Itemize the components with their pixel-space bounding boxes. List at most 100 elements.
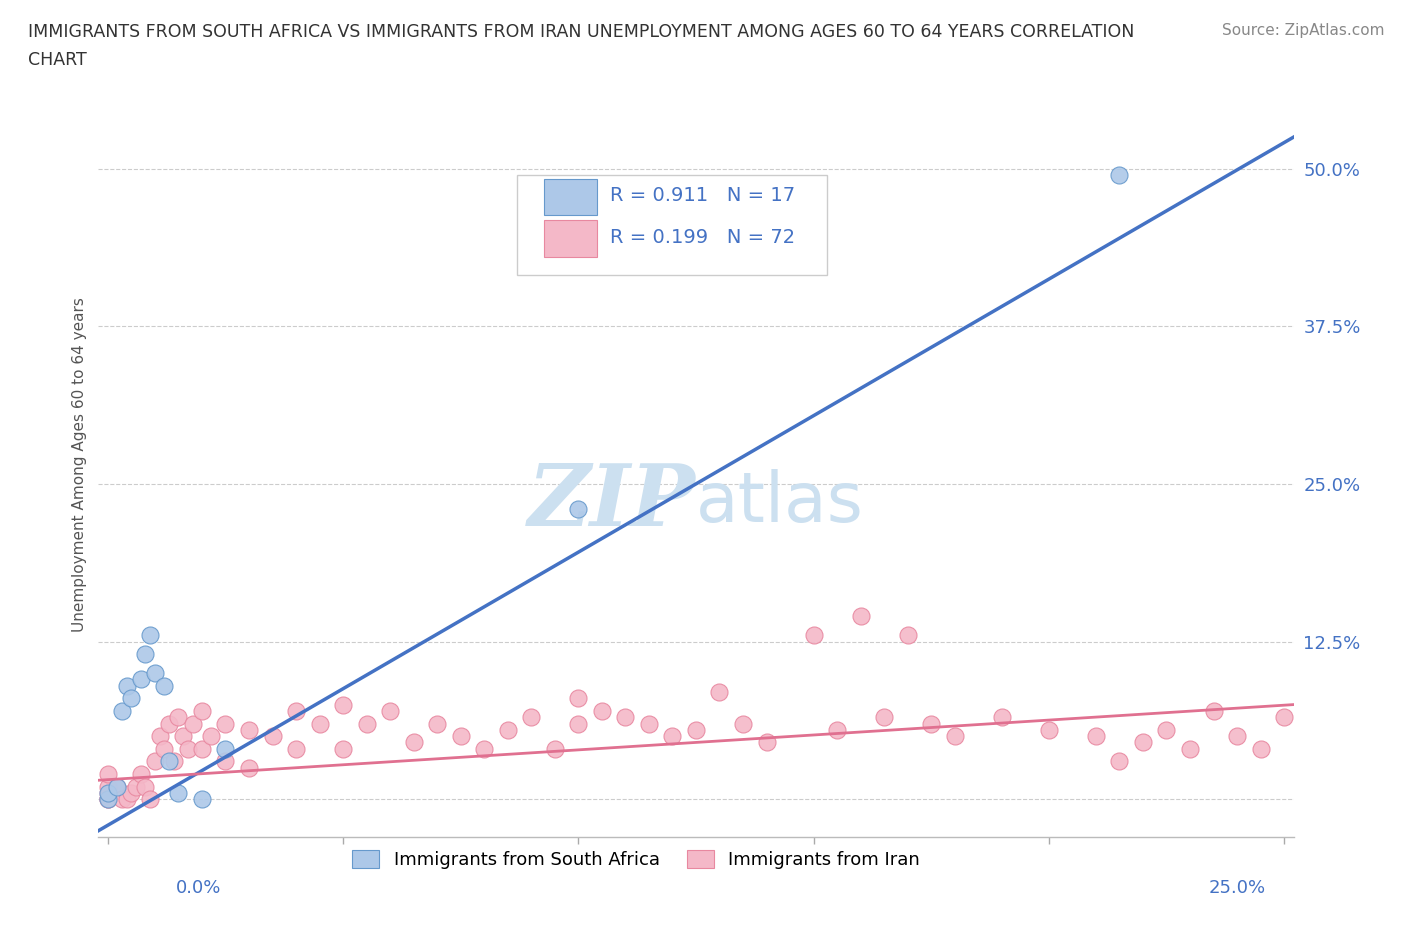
Point xyxy=(920,716,942,731)
FancyBboxPatch shape xyxy=(544,220,596,257)
Point xyxy=(849,609,872,624)
Legend: Immigrants from South Africa, Immigrants from Iran: Immigrants from South Africa, Immigrants… xyxy=(344,843,928,876)
Point xyxy=(1226,729,1249,744)
Point xyxy=(167,786,190,801)
Point xyxy=(157,716,180,731)
Point xyxy=(238,760,260,775)
Point xyxy=(134,646,156,661)
Point xyxy=(111,791,134,806)
Point xyxy=(200,729,222,744)
Point xyxy=(520,710,543,724)
Point xyxy=(97,786,120,801)
Point xyxy=(873,710,896,724)
Point xyxy=(105,779,128,794)
Point xyxy=(450,729,472,744)
Point xyxy=(1250,741,1272,756)
Point xyxy=(214,741,236,756)
Point xyxy=(129,672,152,687)
Point xyxy=(544,741,567,756)
Y-axis label: Unemployment Among Ages 60 to 64 years: Unemployment Among Ages 60 to 64 years xyxy=(72,298,87,632)
Point xyxy=(238,723,260,737)
Point xyxy=(111,703,134,718)
Point xyxy=(149,729,172,744)
Point xyxy=(991,710,1014,724)
Point xyxy=(472,741,495,756)
Point xyxy=(731,716,754,731)
FancyBboxPatch shape xyxy=(517,175,827,275)
Point xyxy=(308,716,330,731)
Text: 0.0%: 0.0% xyxy=(176,879,221,897)
Point xyxy=(97,791,120,806)
Point xyxy=(191,791,214,806)
Point xyxy=(1272,710,1295,724)
Point xyxy=(181,716,204,731)
Point xyxy=(153,741,176,756)
Point xyxy=(709,684,731,699)
Point xyxy=(567,691,589,706)
Point xyxy=(825,723,848,737)
Point xyxy=(567,501,589,516)
Text: 25.0%: 25.0% xyxy=(1208,879,1265,897)
Point xyxy=(214,716,236,731)
Point xyxy=(177,741,200,756)
Point xyxy=(1108,754,1130,769)
Point xyxy=(163,754,186,769)
Point xyxy=(115,678,138,693)
Point xyxy=(897,628,920,643)
Point xyxy=(157,754,180,769)
Text: IMMIGRANTS FROM SOUTH AFRICA VS IMMIGRANTS FROM IRAN UNEMPLOYMENT AMONG AGES 60 : IMMIGRANTS FROM SOUTH AFRICA VS IMMIGRAN… xyxy=(28,23,1135,41)
Point xyxy=(638,716,661,731)
Point xyxy=(1108,167,1130,182)
FancyBboxPatch shape xyxy=(544,179,596,215)
Point xyxy=(97,791,120,806)
Point xyxy=(803,628,825,643)
Point xyxy=(172,729,194,744)
Point xyxy=(167,710,190,724)
Point xyxy=(685,723,707,737)
Point xyxy=(1038,723,1060,737)
Point xyxy=(120,786,142,801)
Point xyxy=(591,703,613,718)
Point xyxy=(262,729,284,744)
Point xyxy=(153,678,176,693)
Point xyxy=(496,723,519,737)
Point xyxy=(125,779,148,794)
Point xyxy=(332,741,354,756)
Point xyxy=(1132,735,1154,750)
Point xyxy=(1156,723,1178,737)
Point xyxy=(943,729,966,744)
Point xyxy=(285,703,308,718)
Point xyxy=(356,716,378,731)
Point xyxy=(97,779,120,794)
Point xyxy=(97,766,120,781)
Point xyxy=(120,691,142,706)
Point xyxy=(214,754,236,769)
Text: CHART: CHART xyxy=(28,51,87,69)
Point xyxy=(1084,729,1107,744)
Point xyxy=(191,741,214,756)
Point xyxy=(285,741,308,756)
Point xyxy=(332,698,354,712)
Point xyxy=(1178,741,1201,756)
Point xyxy=(402,735,425,750)
Point xyxy=(129,766,152,781)
Point xyxy=(143,754,166,769)
Point xyxy=(134,779,156,794)
Point xyxy=(661,729,683,744)
Point xyxy=(97,791,120,806)
Text: R = 0.199   N = 72: R = 0.199 N = 72 xyxy=(610,228,794,246)
Point xyxy=(567,716,589,731)
Text: Source: ZipAtlas.com: Source: ZipAtlas.com xyxy=(1222,23,1385,38)
Point xyxy=(139,791,162,806)
Point xyxy=(1202,703,1225,718)
Text: ZIP: ZIP xyxy=(529,460,696,544)
Point xyxy=(115,791,138,806)
Point xyxy=(105,779,128,794)
Point xyxy=(614,710,637,724)
Text: atlas: atlas xyxy=(696,469,863,536)
Point xyxy=(378,703,401,718)
Point xyxy=(143,666,166,681)
Text: R = 0.911   N = 17: R = 0.911 N = 17 xyxy=(610,186,794,206)
Point xyxy=(139,628,162,643)
Point xyxy=(426,716,449,731)
